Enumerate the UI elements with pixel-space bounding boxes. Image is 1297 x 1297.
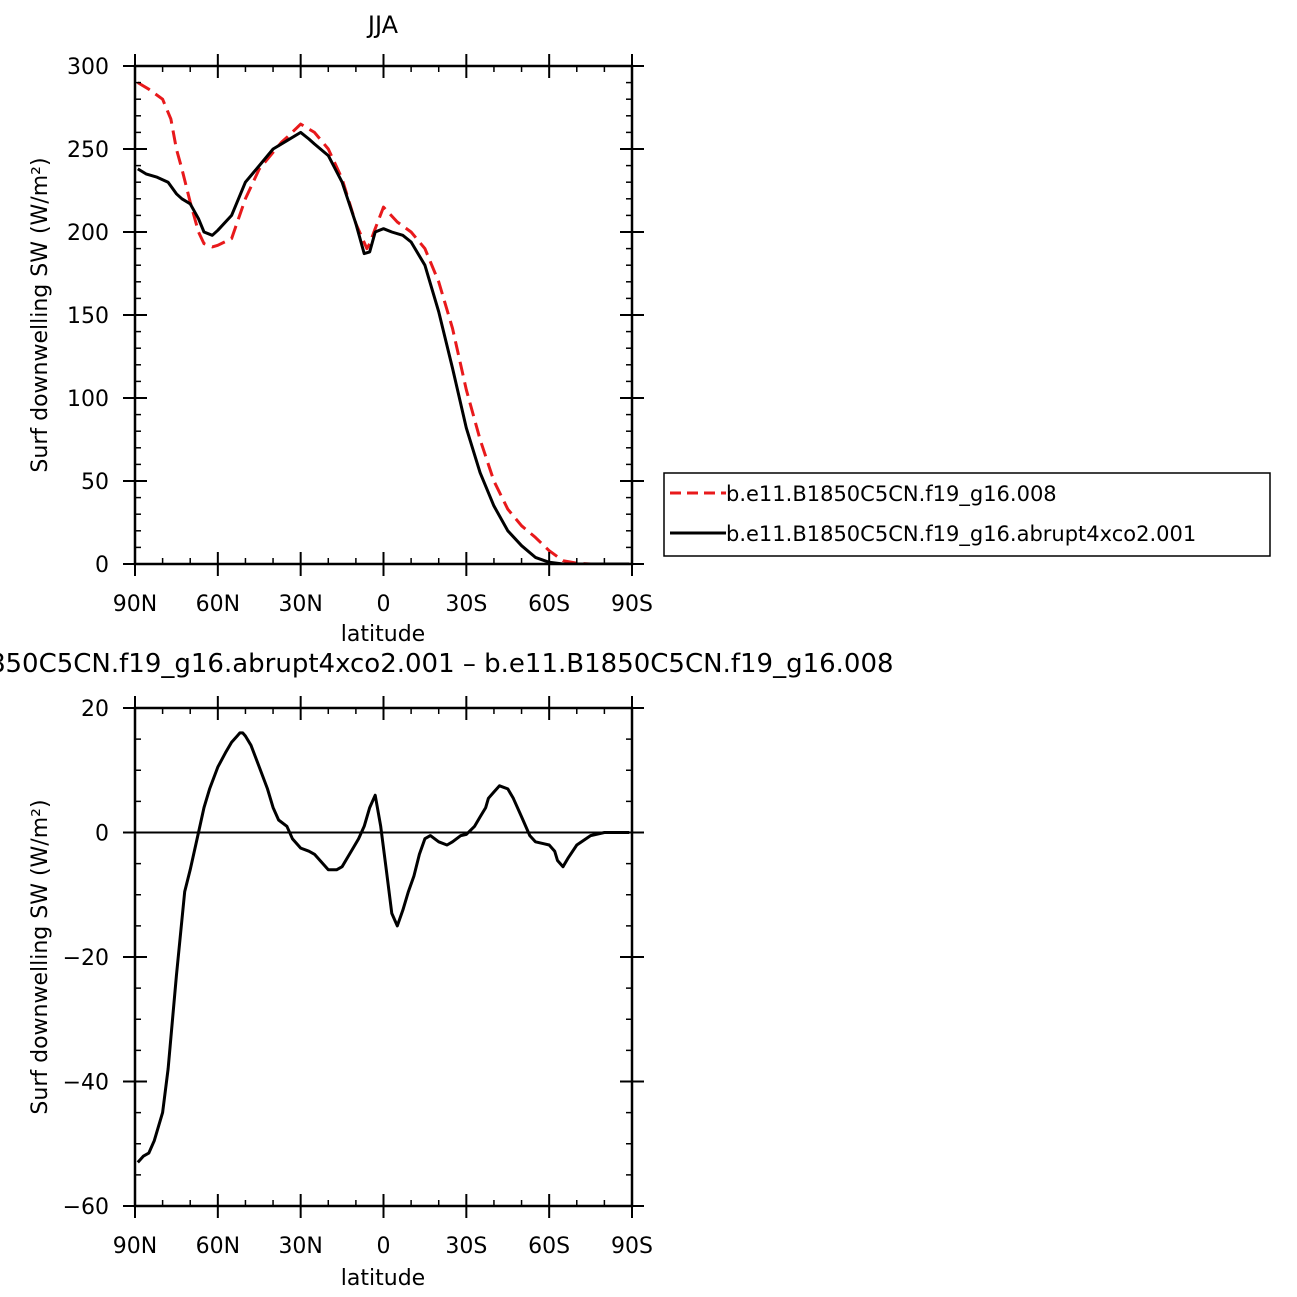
y-tick-label: 0	[95, 553, 109, 578]
y-tick-label: 20	[81, 697, 109, 722]
series-line-1	[138, 132, 629, 564]
legend-entry-0: b.e11.B1850C5CN.f19_g16.008	[726, 482, 1057, 507]
panel-bottom-difference: b.e11.B1850C5CN.f19_g16.abrupt4xco2.001 …	[0, 649, 894, 1291]
y-tick-label: 200	[67, 221, 109, 246]
y-tick-label: 100	[67, 387, 109, 412]
legend: b.e11.B1850C5CN.f19_g16.008 b.e11.B1850C5…	[664, 473, 1270, 556]
x-tick-label: 30S	[445, 1234, 487, 1259]
x-tick-label: 30S	[445, 592, 487, 617]
x-tick-label: 90S	[611, 592, 653, 617]
x-tick-label: 60N	[196, 1234, 240, 1259]
y-tick-label: 50	[81, 470, 109, 495]
x-tick-label: 0	[377, 1234, 391, 1259]
y-axis-label: Surf downwelling SW (W/m²)	[28, 157, 53, 472]
chart-title: b.e11.B1850C5CN.f19_g16.abrupt4xco2.001 …	[0, 649, 894, 679]
plot-frame	[135, 66, 632, 564]
x-tick-label: 60S	[528, 1234, 570, 1259]
y-tick-label: 0	[95, 822, 109, 847]
x-tick-label: 30N	[278, 592, 322, 617]
x-axis-label: latitude	[341, 1266, 425, 1291]
panel-top-jja: JJA 90N 60N 30N 0 30S 60S 90S 0 50 100 150 200 250 30…	[28, 11, 1270, 647]
chart-title: JJA	[366, 11, 399, 39]
plot-area: 90N 60N 30N 0 30S 60S 90S −60 −40 −20 0 20	[63, 696, 653, 1259]
y-axis-label: Surf downwelling SW (W/m²)	[28, 799, 53, 1114]
y-tick-label: −60	[63, 1195, 109, 1220]
y-tick-label: −20	[63, 946, 109, 971]
y-tick-label: −40	[63, 1071, 109, 1096]
y-tick-label: 300	[67, 55, 109, 80]
series-line-0	[138, 83, 629, 564]
x-tick-label: 90N	[113, 592, 157, 617]
plot-area: 90N 60N 30N 0 30S 60S 90S 0 50 100 150 200 250 300	[67, 54, 653, 617]
y-tick-label: 250	[67, 138, 109, 163]
x-tick-label: 60N	[196, 592, 240, 617]
plot-frame	[135, 708, 632, 1206]
x-tick-label: 90N	[113, 1234, 157, 1259]
series-line-0	[138, 733, 629, 1163]
x-axis-label: latitude	[341, 622, 425, 647]
legend-entry-1: b.e11.B1850C5CN.f19_g16.abrupt4xco2.001	[726, 522, 1196, 547]
x-tick-label: 30N	[278, 1234, 322, 1259]
x-tick-label: 0	[377, 592, 391, 617]
x-tick-label: 90S	[611, 1234, 653, 1259]
x-tick-label: 60S	[528, 592, 570, 617]
y-tick-label: 150	[67, 304, 109, 329]
